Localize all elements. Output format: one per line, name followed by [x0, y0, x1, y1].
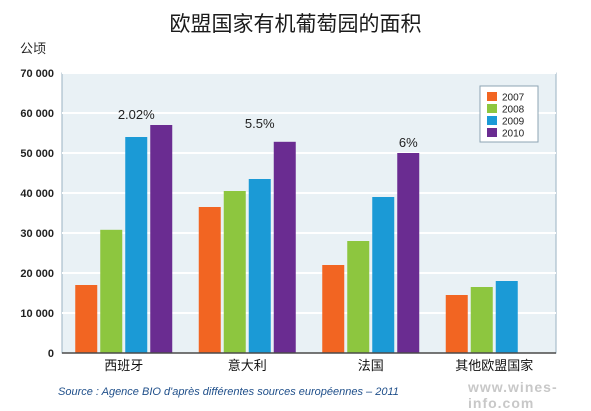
legend-label: 2007 — [502, 93, 525, 104]
y-tick-label: 0 — [48, 348, 54, 360]
data-annotation: 6% — [399, 135, 418, 150]
y-axis-unit-label: 公顷 — [20, 42, 47, 57]
bar — [198, 207, 221, 353]
y-tick-label: 70 000 — [20, 68, 54, 80]
bar — [150, 125, 173, 353]
data-annotation: 2.02% — [118, 107, 155, 122]
bar — [100, 229, 123, 353]
bar — [248, 179, 271, 353]
y-tick-label: 10 000 — [20, 308, 54, 320]
legend-label: 2008 — [502, 105, 525, 116]
watermark: www.wines-info.com — [468, 379, 558, 411]
legend-label: 2010 — [502, 129, 525, 140]
legend-swatch — [487, 104, 497, 113]
bar — [445, 295, 468, 353]
y-tick-label: 30 000 — [20, 228, 54, 240]
bar — [75, 285, 98, 353]
bar — [397, 153, 420, 353]
x-tick-label: 西班牙 — [104, 359, 143, 374]
chart-title: 欧盟国家有机葡萄园的面积 — [169, 12, 422, 36]
y-tick-label: 40 000 — [20, 188, 54, 200]
y-tick-label: 60 000 — [20, 108, 54, 120]
bar — [372, 197, 395, 353]
legend-swatch — [487, 128, 497, 137]
x-tick-label: 意大利 — [228, 358, 267, 374]
bar — [347, 241, 370, 353]
y-tick-label: 50 000 — [20, 148, 54, 160]
x-tick-label: 其他欧盟国家 — [455, 358, 533, 374]
source-note: Source : Agence BIO d'après différentes … — [58, 386, 399, 398]
legend-swatch — [487, 116, 497, 125]
y-tick-label: 20 000 — [20, 268, 54, 280]
bar — [273, 141, 296, 353]
legend-label: 2009 — [502, 117, 525, 128]
bar — [470, 287, 493, 353]
bar — [223, 191, 246, 353]
x-tick-label: 法国 — [358, 359, 384, 374]
legend-swatch — [487, 92, 497, 101]
data-annotation: 5.5% — [245, 116, 275, 131]
bar — [322, 265, 345, 353]
bar — [125, 137, 148, 353]
bar — [495, 281, 518, 353]
